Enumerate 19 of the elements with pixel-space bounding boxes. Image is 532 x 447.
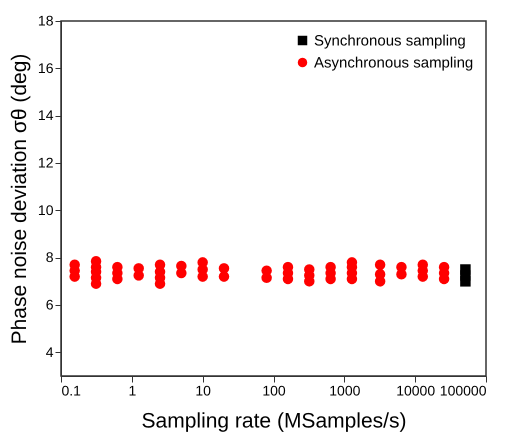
x-tick-label: 100000 — [440, 382, 487, 398]
y-axis-title: Phase noise deviation σθ (deg) — [8, 54, 31, 344]
y-tick-label: 4 — [46, 344, 54, 360]
x-axis-title: Sampling rate (MSamples/s) — [142, 410, 406, 432]
legend-label: Synchronous sampling — [314, 32, 466, 50]
y-tick-label: 16 — [38, 60, 54, 76]
y-tick-label: 14 — [38, 107, 54, 124]
y-tick-label: 12 — [38, 154, 54, 170]
x-tick-label: 1000 — [329, 382, 361, 398]
legend-label: Asynchronous sampling — [314, 54, 474, 72]
x-tick-label: 1 — [128, 382, 136, 398]
y-tick-label: 10 — [38, 202, 54, 218]
y-tick-label: 6 — [46, 296, 54, 312]
x-tick-label: 100 — [262, 382, 286, 398]
y-tick-label: 8 — [46, 249, 54, 266]
y-tick-label: 18 — [38, 12, 54, 28]
x-tick-label: 0.1 — [62, 382, 82, 398]
x-tick-label: 10000 — [396, 382, 436, 398]
x-tick-label: 10 — [195, 382, 212, 398]
